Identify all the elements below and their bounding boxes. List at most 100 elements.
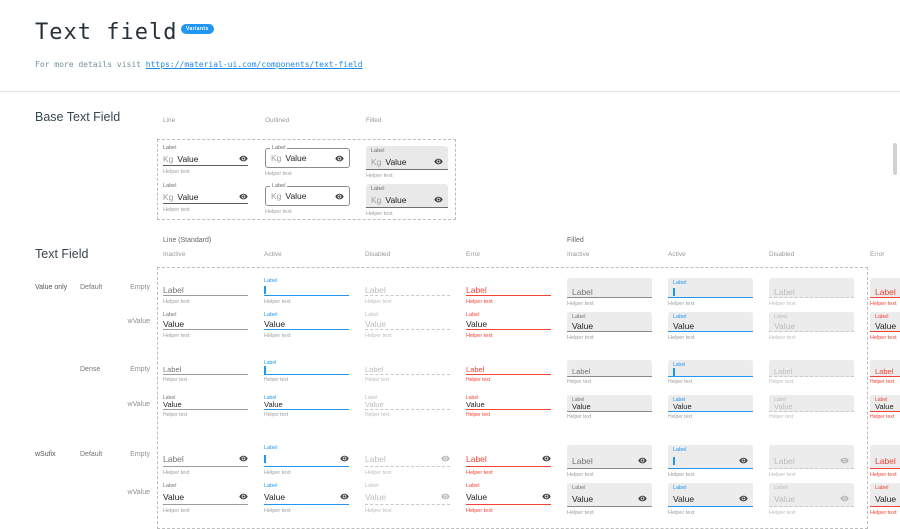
field-input[interactable] [673,286,748,297]
field-input[interactable]: Label [163,284,248,296]
field-input[interactable]: Value [163,318,248,330]
base-textfield-line[interactable]: Label Kg Value Helper text [163,145,248,175]
field-input[interactable]: Value [572,491,647,506]
base-textfield-outlined[interactable]: Label Kg Value Helper text [265,183,350,215]
field-input[interactable]: Value [774,320,849,331]
field-input[interactable]: Label [774,453,849,468]
visibility-icon[interactable] [340,454,349,463]
field-input[interactable]: Label [774,367,849,376]
textfield-line-inactive-wvalue[interactable]: Label Value Helper text [163,395,248,418]
textfield-filled-disabled-empty[interactable]: Label Helper text [769,360,854,385]
outlined-field-box[interactable]: Label Kg Value [265,145,350,168]
base-textfield-filled[interactable]: Label Kg Value Helper text [366,184,448,217]
textfield-line-disabled-empty[interactable]: Label Helper text [365,278,450,305]
field-input[interactable]: Value [466,318,551,330]
visibility-icon[interactable] [739,456,748,465]
textfield-line-disabled-wvalue[interactable]: Label Value Helper text [365,483,450,514]
field-input[interactable]: Value [673,491,748,506]
field-input[interactable]: Value [466,400,551,410]
textfield-filled-active-empty[interactable]: Label Helper text [668,445,753,478]
visibility-icon[interactable] [840,456,849,465]
visibility-icon[interactable] [434,195,443,204]
textfield-line-active-wvalue[interactable]: Label Value Helper text [264,483,349,514]
visibility-icon[interactable] [239,454,248,463]
field-input[interactable]: Label [163,451,248,467]
field-input[interactable]: Label [875,286,900,297]
field-input[interactable]: Value [774,491,849,506]
visibility-icon[interactable] [840,494,849,503]
field-input[interactable]: Label [365,284,450,296]
visibility-icon[interactable] [239,192,248,201]
textfield-line-error-empty[interactable]: Label Helper text [466,445,551,476]
visibility-icon[interactable] [542,492,551,501]
field-input[interactable]: Label [774,286,849,297]
textfield-filled-active-empty[interactable]: Label Helper text [668,278,753,307]
field-input[interactable]: Label [365,365,450,375]
textfield-line-active-wvalue[interactable]: Label Value Helper text [264,395,349,418]
field-input[interactable]: Label [875,453,900,468]
textfield-line-error-wvalue[interactable]: Label Value Helper text [466,312,551,339]
textfield-filled-disabled-wvalue[interactable]: Label Value Helper text [769,483,854,516]
field-input[interactable] [673,453,748,468]
field-input[interactable]: Label [466,284,551,296]
textfield-filled-error-empty[interactable]: Label Helper text [870,278,900,307]
field-input[interactable]: Kg Value [371,155,443,168]
textfield-filled-active-wvalue[interactable]: Label Value Helper text [668,483,753,516]
textfield-filled-error-wvalue[interactable]: Label Value Helper text [870,312,900,341]
textfield-filled-inactive-wvalue[interactable]: Label Value Helper text [567,312,652,341]
visibility-icon[interactable] [441,492,450,501]
textfield-filled-inactive-empty[interactable]: Label Helper text [567,278,652,307]
field-input[interactable]: Value [264,489,349,505]
field-input[interactable]: Kg Value [163,152,248,166]
scrollbar-thumb[interactable] [893,143,897,175]
textfield-filled-error-wvalue[interactable]: Label Value Helper text [870,483,900,516]
field-input[interactable]: Value [264,318,349,330]
base-textfield-line[interactable]: Label Kg Value Helper text [163,183,248,213]
textfield-line-inactive-wvalue[interactable]: Label Value Helper text [163,312,248,339]
visibility-icon[interactable] [335,192,344,201]
field-input[interactable]: Value [673,320,748,331]
textfield-line-error-wvalue[interactable]: Label Value Helper text [466,395,551,418]
field-input[interactable] [264,284,349,296]
textfield-line-active-wvalue[interactable]: Label Value Helper text [264,312,349,339]
textfield-filled-error-empty[interactable]: Label Helper text [870,445,900,478]
field-input[interactable]: Label [572,286,647,297]
textfield-filled-error-empty[interactable]: Label Helper text [870,360,900,385]
field-input[interactable]: Value [572,320,647,331]
field-input[interactable]: Kg Value [371,193,443,206]
field-input[interactable]: Value [875,402,900,411]
textfield-filled-disabled-empty[interactable]: Label Helper text [769,278,854,307]
visibility-icon[interactable] [638,456,647,465]
textfield-line-inactive-empty[interactable]: Label Helper text [163,360,248,383]
field-input[interactable]: Value [875,320,900,331]
textfield-filled-disabled-wvalue[interactable]: Label Value Helper text [769,395,854,420]
visibility-icon[interactable] [340,492,349,501]
field-input[interactable] [264,451,349,467]
textfield-line-error-empty[interactable]: Label Helper text [466,278,551,305]
field-input[interactable]: Value [673,402,748,411]
textfield-line-inactive-empty[interactable]: Label Helper text [163,278,248,305]
field-input[interactable]: Value [365,318,450,330]
field-input[interactable] [264,365,349,375]
field-input[interactable]: Value [163,489,248,505]
field-input[interactable]: Label [572,367,647,376]
field-input[interactable]: Value [774,402,849,411]
visibility-icon[interactable] [239,492,248,501]
visibility-icon[interactable] [638,494,647,503]
textfield-line-active-empty[interactable]: Label Helper text [264,445,349,476]
field-input[interactable]: Value [466,489,551,505]
textfield-line-error-empty[interactable]: Label Helper text [466,360,551,383]
field-input[interactable]: Value [572,402,647,411]
field-input[interactable]: Label [466,451,551,467]
field-input[interactable] [673,367,748,376]
textfield-filled-active-wvalue[interactable]: Label Value Helper text [668,395,753,420]
textfield-line-disabled-empty[interactable]: Label Helper text [365,360,450,383]
textfield-filled-inactive-wvalue[interactable]: Label Value Helper text [567,483,652,516]
textfield-line-active-empty[interactable]: Label Helper text [264,278,349,305]
textfield-filled-inactive-wvalue[interactable]: Label Value Helper text [567,395,652,420]
textfield-line-active-empty[interactable]: Label Helper text [264,360,349,383]
field-input[interactable]: Label [572,453,647,468]
docs-link[interactable]: https://material-ui.com/components/text-… [145,60,363,69]
textfield-filled-active-wvalue[interactable]: Label Value Helper text [668,312,753,341]
textfield-line-inactive-wvalue[interactable]: Label Value Helper text [163,483,248,514]
